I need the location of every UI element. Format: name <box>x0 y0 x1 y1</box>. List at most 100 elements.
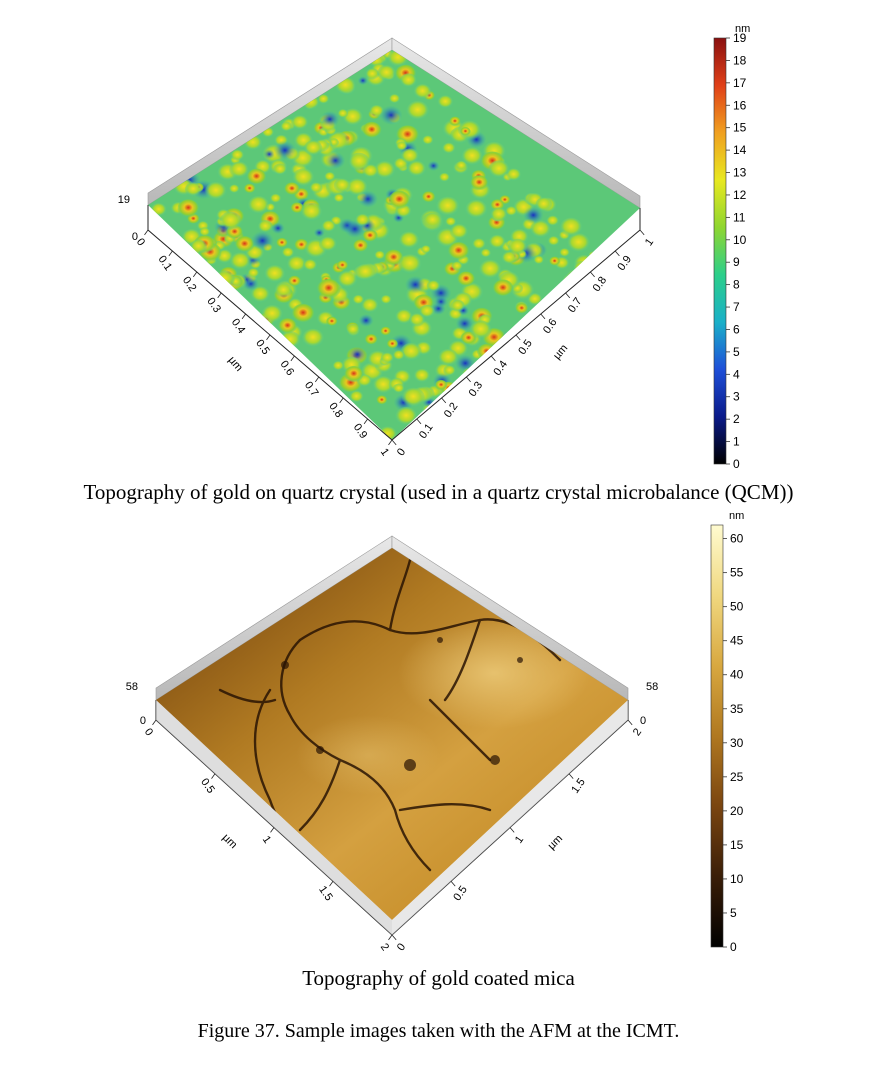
top-y-axis-tick-label: 0.5 <box>516 338 535 357</box>
top-colorbar-tick-label: 15 <box>733 121 747 135</box>
top-surface-texture <box>150 50 634 440</box>
bottom-z-max-label: 58 <box>126 681 138 693</box>
top-x-axis-tick-label: 0.9 <box>351 422 370 441</box>
bottom-colorbar-tick-label: 15 <box>730 838 744 852</box>
bottom-colorbar-tick-label: 20 <box>730 804 744 818</box>
bottom-y-axis-tick-mark <box>568 773 574 779</box>
top-y-axis-tick-mark <box>441 397 447 404</box>
top-colorbar-unit: nm <box>735 23 750 35</box>
top-y-axis-tick-mark <box>540 313 546 320</box>
top-x-axis-tick-label: 0.5 <box>253 338 272 357</box>
bottom-y-axis-tick-mark <box>450 880 456 887</box>
bottom-surface-plot <box>155 535 629 936</box>
top-x-axis-tick-mark <box>241 313 246 320</box>
top-colorbar-tick-label: 19 <box>733 31 747 45</box>
top-y-axis-tick-label: 0.7 <box>566 296 585 315</box>
bottom-front-side <box>156 700 392 935</box>
bottom-panel-caption: Topography of gold coated mica <box>302 966 575 990</box>
top-y-axis-tick-label: 0.9 <box>615 254 634 273</box>
top-x-axis-tick-mark <box>192 271 198 278</box>
top-x-axis-tick-mark <box>217 292 222 299</box>
bottom-y-axis-tick-mark <box>391 934 397 941</box>
bottom-y-axis-unit: µm <box>546 833 565 852</box>
bottom-y-axis-tick-label: 0.5 <box>451 884 470 903</box>
bottom-x-axis-tick-mark <box>270 827 275 833</box>
bottom-colorbar-tick-label: 35 <box>730 702 744 716</box>
top-colorbar-tick-label: 9 <box>733 255 740 269</box>
top-y-axis-tick-label: 0.8 <box>591 275 610 294</box>
bottom-x-axis-tick-mark <box>329 881 334 887</box>
top-colorbar-tick-label: 13 <box>733 166 747 180</box>
top-x-axis-tick-label: 0.1 <box>156 254 175 273</box>
top-colorbar-bar <box>713 37 727 465</box>
top-y-axis-tick-mark <box>614 250 620 257</box>
top-x-axis-tick-label: 0.2 <box>180 275 199 294</box>
top-y-axis-tick-mark <box>639 229 645 236</box>
top-colorbar-tick-label: 18 <box>733 53 747 67</box>
top-y-axis-tick-mark <box>466 376 471 383</box>
bottom-z-min-label: 0 <box>140 715 146 727</box>
top-y-axis-tick-label: 1 <box>643 236 656 248</box>
top-colorbar-tick-label: 8 <box>733 278 740 292</box>
top-colorbar-tick-label: 7 <box>733 300 740 314</box>
bottom-x-axis-tick-label: 1 <box>260 834 273 846</box>
bottom-z-min-label-right: 0 <box>640 715 646 727</box>
top-x-axis-tick-label: 0 <box>134 236 147 248</box>
top-x-axis-tick-label: 0.4 <box>229 317 248 336</box>
top-y-axis-tick-mark <box>391 439 397 446</box>
top-y-axis-tick-label: 0.6 <box>541 317 560 336</box>
top-x-axis-tick-mark <box>266 334 271 341</box>
top-x-axis-tick-mark <box>339 397 344 404</box>
top-x-axis-tick-mark <box>388 439 393 446</box>
top-colorbar-tick-label: 6 <box>733 322 740 336</box>
top-z-max-label: 19 <box>118 194 130 206</box>
bottom-colorbar-tick-label: 55 <box>730 566 744 580</box>
bottom-y-axis-tick-label: 1 <box>513 834 526 846</box>
top-colorbar-tick-label: 2 <box>733 412 740 426</box>
bottom-x-axis-tick-label: 0.5 <box>198 776 217 795</box>
top-colorbar-tick-label: 1 <box>733 435 740 449</box>
bottom-y-axis-tick-label: 1.5 <box>569 776 588 795</box>
bottom-colorbar-bar <box>710 524 724 948</box>
bottom-colorbar-tick-label: 50 <box>730 600 744 614</box>
top-colorbar-tick-label: 5 <box>733 345 740 359</box>
top-colorbar-tick-label: 10 <box>733 233 747 247</box>
top-x-axis-tick-mark <box>363 418 368 425</box>
top-y-axis-tick-mark <box>490 355 496 362</box>
bottom-y-axis-tick-mark <box>509 827 515 833</box>
top-z-min-label: 0 <box>132 231 138 243</box>
top-colorbar-tick-label: 14 <box>733 143 747 157</box>
bottom-colorbar-ticks: 0 5 10 15 20 25 30 35 40 45 50 55 60 <box>723 532 744 954</box>
top-colorbar-tick-label: 3 <box>733 390 740 404</box>
top-x-axis-unit: µm <box>226 354 245 374</box>
top-colorbar-tick-label: 17 <box>733 76 747 90</box>
top-x-axis-tick-label: 0.8 <box>326 401 345 420</box>
bottom-y-axis-tick-label: 0 <box>395 941 408 953</box>
bottom-y-axis-tick-mark <box>627 719 633 726</box>
bottom-x-axis-unit: µm <box>220 832 239 851</box>
bottom-back-wall-right <box>391 535 629 701</box>
top-x-axis-tick-label: 0.6 <box>278 359 297 378</box>
top-x-axis-tick-mark <box>290 355 295 362</box>
figure-caption: Figure 37. Sample images taken with the … <box>197 1020 680 1042</box>
top-x-axis-tick-mark <box>144 229 149 236</box>
bottom-colorbar: nm 0 5 10 15 20 25 30 35 40 45 50 55 60 <box>710 510 744 954</box>
bottom-colorbar-tick-label: 10 <box>730 872 744 886</box>
top-x-axis-tick-mark <box>314 376 320 383</box>
top-colorbar-tick-label: 12 <box>733 188 747 202</box>
bottom-x-axis-tick-label: 2 <box>378 941 391 953</box>
bottom-colorbar-tick-label: 25 <box>730 770 744 784</box>
bottom-z-max-label-right: 58 <box>646 681 658 693</box>
top-x-axis-tick-mark <box>168 250 173 257</box>
bottom-colorbar-tick-label: 60 <box>730 532 744 546</box>
bottom-surface-texture <box>218 558 590 872</box>
top-y-axis-tick-label: 0 <box>395 446 408 458</box>
bottom-x-axis-tick-mark <box>211 773 216 779</box>
bottom-colorbar-tick-label: 5 <box>730 906 737 920</box>
bottom-colorbar-unit: nm <box>729 510 744 522</box>
top-y-axis-tick-mark <box>416 418 422 425</box>
top-y-axis-tick-label: 0.4 <box>491 359 510 378</box>
top-x-axis-tick-label: 0.3 <box>204 296 223 315</box>
